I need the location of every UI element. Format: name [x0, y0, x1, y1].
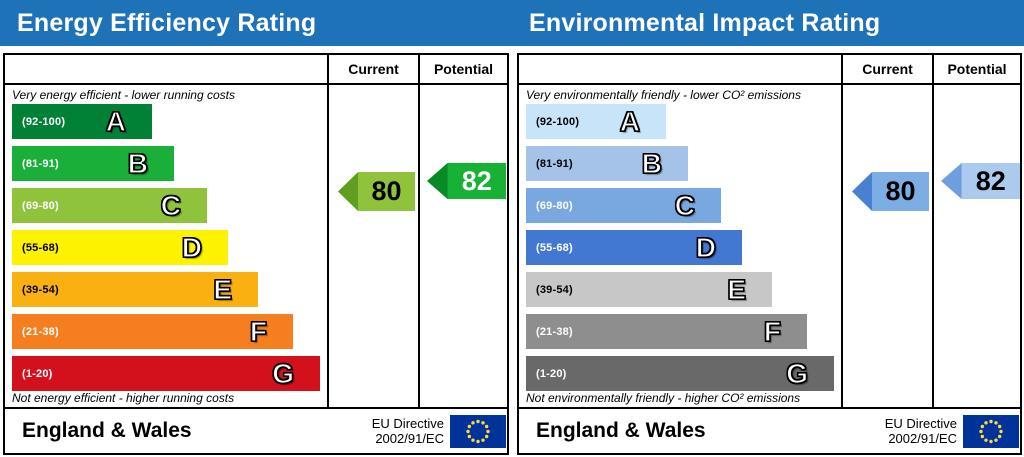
band-grade-letter: B [641, 147, 662, 179]
energy-bottom-caption: Not energy efficient - higher running co… [12, 391, 235, 405]
band-grade-letter: D [695, 231, 716, 263]
eu-directive-label: EU Directive 2002/91/EC [885, 416, 957, 446]
band-grade-letter: A [619, 105, 640, 137]
environmental-band-f: (21-38) F [526, 314, 807, 349]
band-grade-letter: E [727, 273, 747, 305]
environmental-bands-cell: Very environmentally friendly - lower CO… [519, 85, 841, 407]
environmental-impact-panel: Environmental Impact Rating Current Pote… [512, 0, 1024, 457]
eu-directive-label: EU Directive 2002/91/EC [372, 416, 444, 446]
environmental-panel-title: Environmental Impact Rating [512, 0, 1024, 46]
band-range-label: (55-68) [536, 241, 573, 254]
energy-potential-column-header: Potential [418, 55, 507, 83]
environmental-bottom-caption: Not environmentally friendly - higher CO… [526, 391, 801, 405]
energy-potential-rating-arrow: 82 [427, 163, 506, 199]
band-grade-letter: G [272, 357, 295, 389]
eu-flag-icon [450, 414, 506, 448]
energy-potential-rating-value: 82 [461, 165, 492, 196]
environmental-current-rating-value: 80 [885, 176, 916, 206]
environmental-header-spacer [519, 55, 841, 83]
environmental-band-a: (92-100) A [526, 104, 666, 139]
environmental-current-column-header: Current [841, 55, 932, 83]
band-range-label: (21-38) [536, 325, 573, 338]
environmental-table-footer: England & Wales EU Directive 2002/91/EC [519, 407, 1020, 453]
band-range-label: (92-100) [536, 115, 580, 128]
eu-directive-line1: EU Directive [884, 416, 957, 431]
band-range-label: (81-91) [536, 157, 573, 170]
region-label: England & Wales [536, 419, 706, 442]
band-range-label: (81-91) [22, 157, 59, 170]
band-range-label: (55-68) [22, 241, 59, 254]
energy-current-column-header: Current [327, 55, 418, 83]
energy-band-b: (81-91) B [12, 146, 174, 181]
arrow-tip [941, 163, 962, 199]
eu-directive-line2: 2002/91/EC [375, 431, 444, 446]
environmental-rating-table: Current Potential Very environmentally f… [517, 53, 1022, 455]
energy-bands-cell: Very energy efficient - lower running co… [5, 85, 327, 407]
environmental-table-body: Very environmentally friendly - lower CO… [519, 85, 1020, 407]
energy-band-g: (1-20) G [12, 356, 320, 391]
environmental-band-e: (39-54) E [526, 272, 772, 307]
band-grade-letter: B [127, 147, 148, 179]
eu-directive-line1: EU Directive [371, 416, 444, 431]
energy-table-header: Current Potential [5, 55, 507, 85]
energy-efficiency-panel: Energy Efficiency Rating Current Potenti… [0, 0, 512, 455]
arrow-tip [852, 172, 873, 211]
energy-band-d: (55-68) D [12, 230, 228, 265]
energy-current-rating-arrow: 80 [338, 172, 415, 211]
arrow-tip [427, 163, 448, 199]
environmental-potential-column-header: Potential [932, 55, 1020, 83]
environmental-band-g: (1-20) G [526, 356, 834, 391]
band-range-label: (69-80) [22, 199, 59, 212]
energy-band-e: (39-54) E [12, 272, 258, 307]
band-grade-letter: C [674, 189, 695, 221]
band-range-label: (39-54) [22, 283, 59, 296]
energy-table-footer: England & Wales EU Directive 2002/91/EC [5, 407, 507, 453]
environmental-band-d: (55-68) D [526, 230, 742, 265]
energy-current-rating-value: 80 [371, 176, 402, 206]
energy-bands: (92-100) A (81-91) B (69-80) C (55-68) [12, 104, 327, 398]
band-grade-letter: C [160, 189, 181, 221]
energy-potential-cell: 82 [418, 85, 507, 407]
band-range-label: (1-20) [536, 367, 567, 380]
environmental-table-header: Current Potential [519, 55, 1020, 85]
environmental-top-caption: Very environmentally friendly - lower CO… [526, 88, 801, 102]
band-range-label: (1-20) [22, 367, 53, 380]
band-range-label: (69-80) [536, 199, 573, 212]
band-grade-letter: E [213, 273, 233, 305]
energy-band-a: (92-100) A [12, 104, 152, 139]
environmental-band-b: (81-91) B [526, 146, 688, 181]
environmental-band-c: (69-80) C [526, 188, 721, 223]
energy-band-c: (69-80) C [12, 188, 207, 223]
environmental-potential-rating-value: 82 [975, 165, 1006, 196]
band-range-label: (21-38) [22, 325, 59, 338]
band-range-label: (39-54) [536, 283, 573, 296]
energy-panel-title: Energy Efficiency Rating [0, 0, 512, 46]
energy-current-cell: 80 [327, 85, 418, 407]
environmental-current-rating-arrow: 80 [852, 172, 929, 211]
band-grade-letter: G [786, 357, 809, 389]
band-grade-letter: F [763, 315, 781, 347]
region-label: England & Wales [22, 419, 192, 442]
environmental-bands: (92-100) A (81-91) B (69-80) C (55-68) [526, 104, 841, 398]
eu-flag-icon [963, 414, 1019, 448]
band-grade-letter: D [181, 231, 202, 263]
band-range-label: (92-100) [22, 115, 66, 128]
eu-directive-line2: 2002/91/EC [888, 431, 957, 446]
energy-top-caption: Very energy efficient - lower running co… [12, 88, 235, 102]
band-grade-letter: F [249, 315, 267, 347]
energy-rating-table: Current Potential Very energy efficient … [3, 53, 509, 455]
environmental-potential-rating-arrow: 82 [941, 163, 1020, 199]
environmental-potential-cell: 82 [932, 85, 1020, 407]
arrow-tip [338, 172, 359, 211]
energy-table-body: Very energy efficient - lower running co… [5, 85, 507, 407]
energy-header-spacer [5, 55, 327, 83]
band-grade-letter: A [105, 105, 126, 137]
environmental-current-cell: 80 [841, 85, 932, 407]
energy-band-f: (21-38) F [12, 314, 293, 349]
